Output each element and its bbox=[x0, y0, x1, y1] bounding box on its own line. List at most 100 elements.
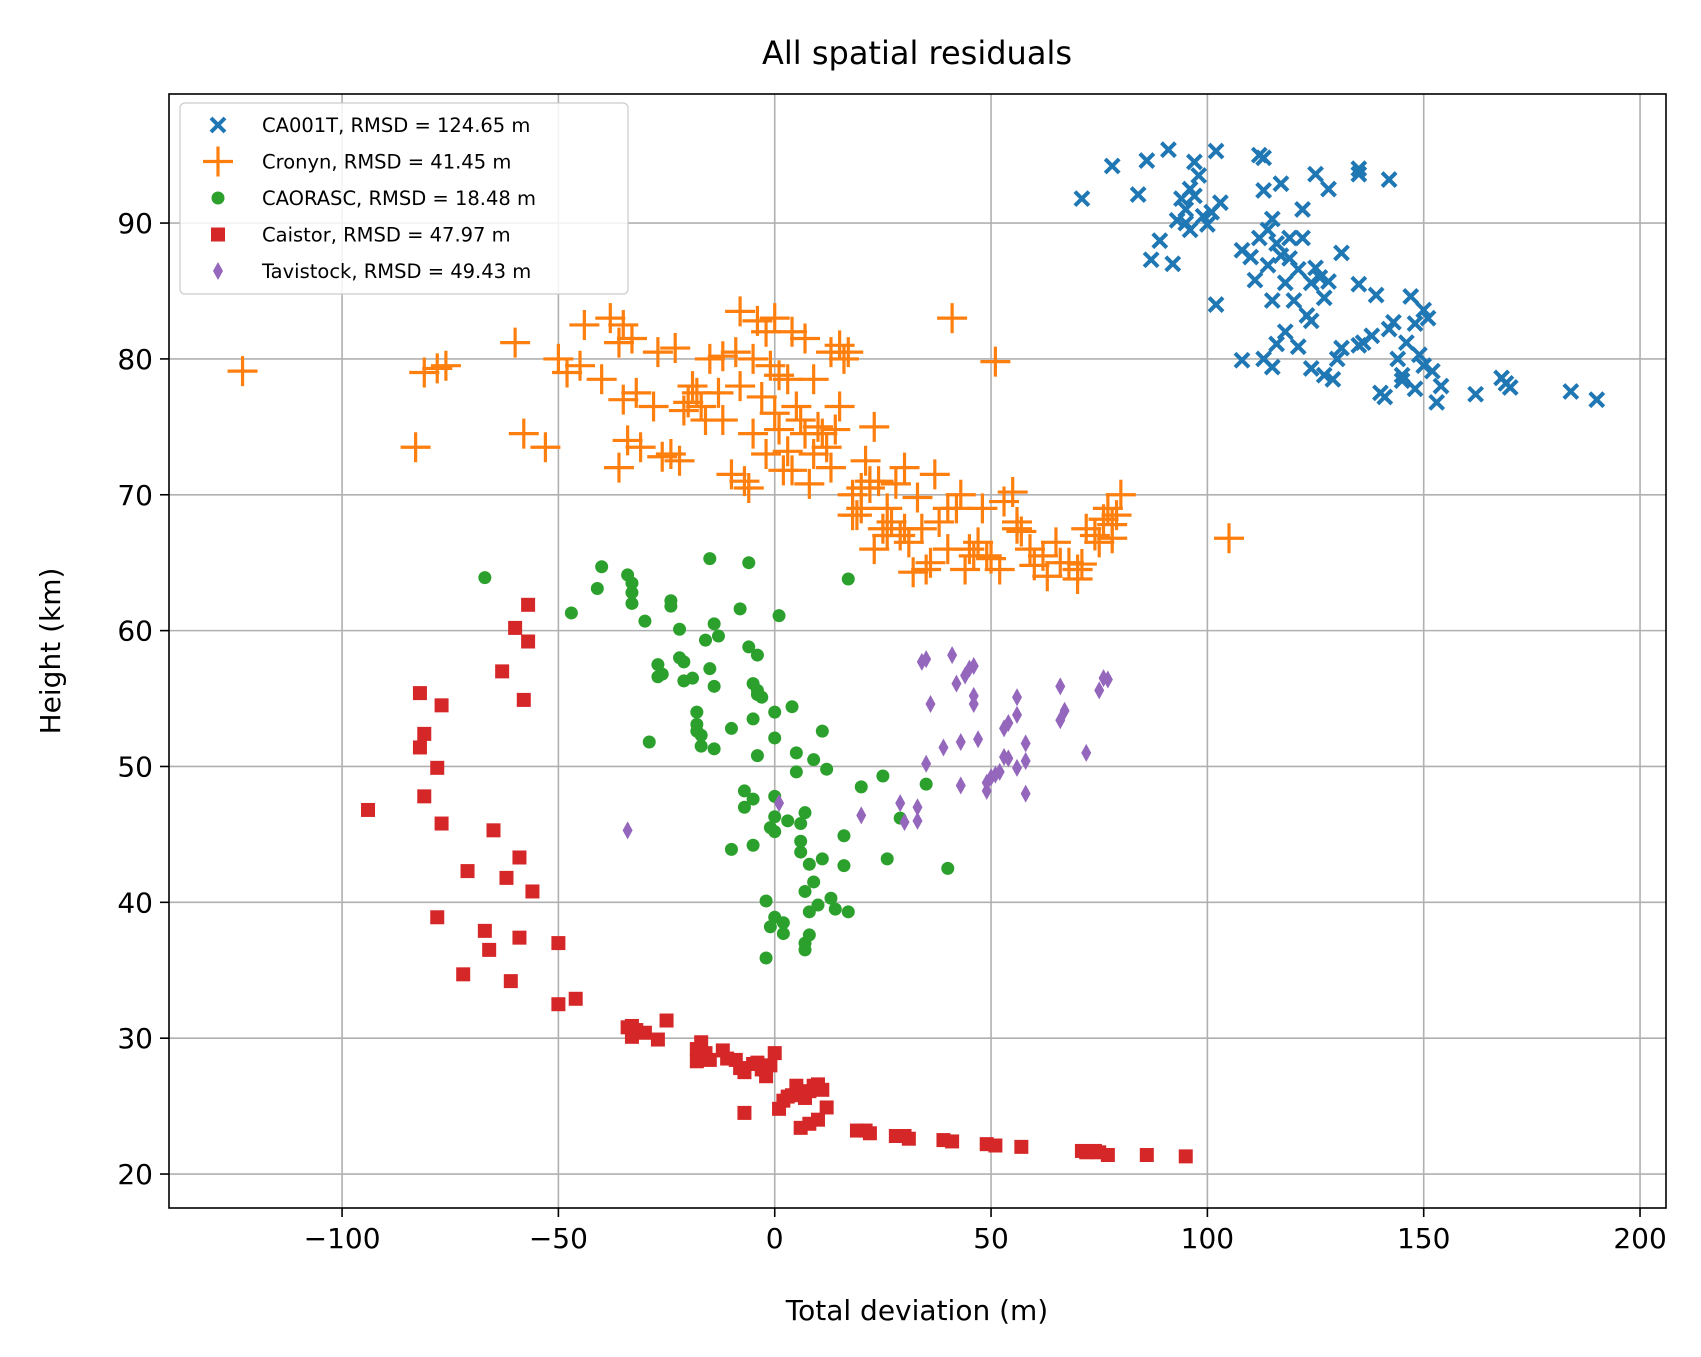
data-point bbox=[1467, 385, 1485, 403]
data-point bbox=[512, 930, 527, 945]
data-point bbox=[565, 350, 596, 381]
data-point bbox=[746, 838, 760, 852]
data-point bbox=[1268, 235, 1286, 252]
series-2 bbox=[227, 296, 1245, 594]
data-point bbox=[898, 557, 929, 588]
data-point bbox=[1406, 380, 1424, 398]
data-point bbox=[971, 540, 1002, 571]
data-point bbox=[776, 916, 790, 930]
legend-label: Caistor, RMSD = 47.97 m bbox=[262, 224, 511, 247]
data-point bbox=[1102, 670, 1113, 689]
data-point bbox=[968, 694, 979, 713]
data-point bbox=[1328, 350, 1346, 368]
data-point bbox=[789, 765, 803, 779]
data-point bbox=[707, 617, 721, 631]
data-point bbox=[856, 806, 867, 825]
data-point bbox=[625, 586, 639, 600]
data-point bbox=[945, 1134, 960, 1149]
legend-entry: CA001T, RMSD = 124.65 m bbox=[209, 114, 530, 137]
data-point bbox=[1012, 705, 1023, 724]
data-point bbox=[1350, 165, 1368, 183]
data-point bbox=[1002, 513, 1033, 544]
x-tick-label: −50 bbox=[529, 1222, 588, 1255]
data-point bbox=[1103, 157, 1121, 175]
data-point bbox=[872, 520, 903, 551]
data-point bbox=[660, 333, 691, 364]
legend: CA001T, RMSD = 124.65 m Cronyn, RMSD = 41… bbox=[179, 102, 629, 295]
data-point bbox=[777, 455, 808, 486]
data-point bbox=[1363, 327, 1381, 345]
data-point bbox=[811, 432, 842, 463]
data-point bbox=[824, 391, 855, 422]
data-point bbox=[1276, 323, 1294, 341]
data-point bbox=[941, 493, 972, 524]
data-point bbox=[912, 811, 923, 830]
data-point bbox=[1268, 335, 1286, 353]
data-point bbox=[1263, 358, 1281, 376]
data-point bbox=[1294, 201, 1311, 218]
data-point bbox=[1397, 334, 1415, 352]
data-point bbox=[1294, 229, 1311, 247]
data-point bbox=[725, 371, 756, 402]
data-point bbox=[746, 792, 760, 806]
data-point bbox=[686, 391, 717, 422]
data-point bbox=[1501, 379, 1519, 396]
data-point bbox=[1272, 175, 1290, 193]
data-point bbox=[1423, 362, 1441, 380]
data-point bbox=[1178, 1149, 1193, 1164]
plot-frame bbox=[168, 93, 1667, 1209]
data-point bbox=[412, 740, 427, 755]
data-point bbox=[608, 309, 639, 340]
data-point bbox=[1190, 167, 1208, 184]
data-point bbox=[850, 445, 881, 476]
data-point bbox=[677, 655, 691, 669]
data-point bbox=[569, 309, 600, 340]
data-point bbox=[1255, 149, 1273, 167]
data-point bbox=[1177, 214, 1195, 232]
data-point bbox=[802, 857, 816, 871]
data-point bbox=[915, 547, 946, 578]
data-point bbox=[833, 337, 864, 368]
data-point bbox=[798, 884, 812, 898]
data-point bbox=[417, 726, 432, 741]
data-point bbox=[733, 472, 764, 503]
data-point bbox=[876, 769, 890, 783]
data-point bbox=[622, 821, 633, 840]
data-point bbox=[551, 997, 566, 1012]
data-point bbox=[711, 629, 725, 643]
data-point bbox=[862, 1126, 877, 1141]
data-point bbox=[738, 343, 769, 374]
data-point bbox=[703, 552, 717, 566]
data-point bbox=[434, 698, 449, 713]
data-point bbox=[603, 452, 634, 483]
data-point bbox=[673, 622, 687, 636]
data-point bbox=[750, 749, 764, 763]
data-point bbox=[724, 842, 738, 856]
data-point bbox=[716, 459, 747, 490]
data-point bbox=[794, 817, 808, 831]
data-point bbox=[422, 353, 453, 384]
data-point bbox=[477, 923, 492, 938]
legend-entry: Cronyn, RMSD = 41.45 m bbox=[203, 146, 511, 177]
data-point bbox=[807, 418, 838, 449]
x-tick-label: 0 bbox=[766, 1222, 784, 1255]
data-point bbox=[811, 898, 825, 912]
data-point bbox=[1333, 244, 1350, 262]
data-point bbox=[568, 991, 583, 1006]
data-point bbox=[702, 1052, 717, 1067]
x-tick-label: 200 bbox=[1613, 1222, 1666, 1255]
data-point bbox=[1207, 142, 1225, 160]
y-tick-label: 50 bbox=[117, 750, 153, 783]
data-point bbox=[1211, 194, 1229, 212]
data-point bbox=[1185, 187, 1203, 205]
data-point bbox=[781, 391, 812, 422]
data-point bbox=[954, 534, 985, 565]
data-point bbox=[508, 418, 539, 449]
data-point bbox=[859, 411, 890, 442]
data-point bbox=[1263, 210, 1281, 228]
data-point bbox=[841, 905, 855, 919]
x-axis-label: Total deviation (m) bbox=[785, 1294, 1048, 1327]
data-point bbox=[1281, 229, 1299, 247]
data-point bbox=[815, 452, 846, 483]
data-point bbox=[638, 614, 652, 628]
